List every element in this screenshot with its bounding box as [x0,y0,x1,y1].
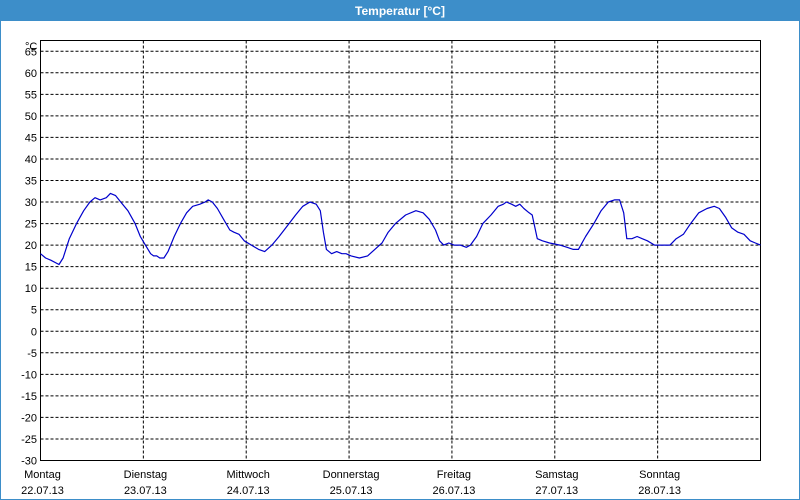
y-tick-label: 60 [25,68,37,80]
x-tick-date: 28.07.13 [638,485,681,497]
y-tick-label: 30 [25,197,37,209]
y-tick-label: -25 [21,434,37,446]
y-tick-label: 20 [25,240,37,252]
y-tick-label: -15 [21,391,37,403]
x-tick-day: Mittwoch [227,469,270,481]
y-tick-label: -5 [27,348,37,360]
y-tick-label: 0 [31,326,37,338]
x-tick-date: 26.07.13 [433,485,476,497]
x-tick-day: Dienstag [124,469,167,481]
x-tick-date: 25.07.13 [330,485,373,497]
y-tick-label: 35 [25,176,37,188]
y-axis-labels: 65605550454035302520151050-5-10-15-20-25… [21,46,37,467]
y-tick-label: -20 [21,412,37,424]
x-tick-day: Samstag [535,469,578,481]
vertical-grid [142,40,659,461]
x-axis-labels: Montag 22.07.13 Dienstag 23.07.13 Mittwoch 24… [21,469,681,497]
y-tick-label: 50 [25,111,37,123]
horizontal-grid [40,50,761,440]
y-tick-label: 45 [25,132,37,144]
x-tick-date: 22.07.13 [21,485,64,497]
y-tick-label: 5 [31,305,37,317]
y-tick-label: 65 [25,46,37,58]
x-tick-day: Sonntag [639,469,680,481]
x-tick-day: Donnerstag [323,469,380,481]
chart-title: Temperatur [°C] [1,1,799,21]
plot-area-border [40,40,761,461]
y-tick-label: 10 [25,283,37,295]
x-tick-date: 24.07.13 [227,485,270,497]
y-tick-label: 40 [25,154,37,166]
y-tick-label: 25 [25,219,37,231]
y-tick-label: 55 [25,89,37,101]
unit-label: °C [25,41,37,53]
y-tick-label: -10 [21,369,37,381]
y-tick-label: -30 [21,456,37,468]
y-tick-label: 15 [25,262,37,274]
series-group [40,192,761,266]
x-tick-day: Freitag [437,469,471,481]
x-tick-date: 23.07.13 [124,485,167,497]
x-tick-day: Montag [24,469,61,481]
x-tick-date: 27.07.13 [535,485,578,497]
temperature-series-line [40,192,761,266]
